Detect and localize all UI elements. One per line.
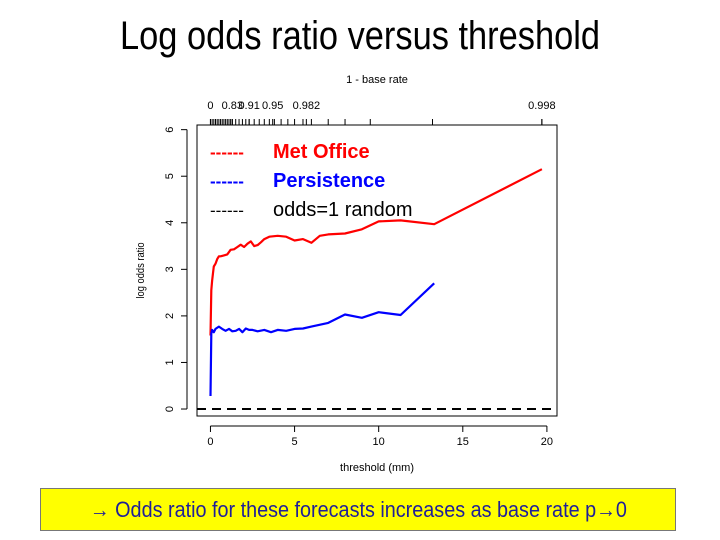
top-axis-tick-label: 0.998 xyxy=(528,100,556,112)
y-tick-label: 3 xyxy=(164,266,176,272)
plot-frame xyxy=(196,124,558,417)
top-axis-label: 1 - base rate xyxy=(346,74,408,86)
y-tick-label: 5 xyxy=(164,173,176,179)
series-line-persistence xyxy=(209,282,435,397)
x-tick-label: 5 xyxy=(292,436,298,448)
caption-arrow-suffix: →0 xyxy=(595,496,627,522)
y-tick-label: 4 xyxy=(164,220,176,226)
y-tick-label: 0 xyxy=(164,406,176,412)
top-axis-tick-label: 0.982 xyxy=(293,100,321,112)
caption-box: → Odds ratio for these forecasts increas… xyxy=(40,488,676,531)
legend-label: Persistence xyxy=(273,170,385,192)
top-axis-tick-label: 0 xyxy=(207,100,213,112)
x-tick-label: 0 xyxy=(207,436,213,448)
legend-dash: ------ xyxy=(210,201,244,220)
legend-dash: ------ xyxy=(210,172,244,191)
y-tick-label: 6 xyxy=(164,127,176,133)
top-axis-tick-label: 0.95 xyxy=(262,100,283,112)
x-axis-label: threshold (mm) xyxy=(340,462,414,474)
y-tick-label: 2 xyxy=(164,313,176,319)
y-tick-label: 1 xyxy=(164,359,176,365)
caption-text: Odds ratio for these forecasts increases… xyxy=(114,496,596,522)
top-axis-tick-label: 0.83 xyxy=(222,100,243,112)
series-line-met-office xyxy=(209,168,543,336)
legend-label: Met Office xyxy=(273,141,370,163)
x-tick-label: 10 xyxy=(373,436,385,448)
y-axis-label: log odds ratio xyxy=(135,242,147,298)
legend-label: odds=1 random xyxy=(273,199,413,221)
legend-dash: ------ xyxy=(210,143,244,162)
caption: → Odds ratio for these forecasts increas… xyxy=(89,497,626,523)
slide-title: Log odds ratio versus threshold xyxy=(120,14,600,58)
caption-arrow-prefix: → xyxy=(89,496,115,522)
log-odds-chart: 0 5 10 15 20 threshold (mm) 0 1 2 3 4 5 6 log odds ra… xyxy=(135,74,558,474)
top-axis-tick-label: 0.91 xyxy=(238,100,259,112)
x-tick-label: 15 xyxy=(457,436,469,448)
x-tick-label: 20 xyxy=(541,436,553,448)
